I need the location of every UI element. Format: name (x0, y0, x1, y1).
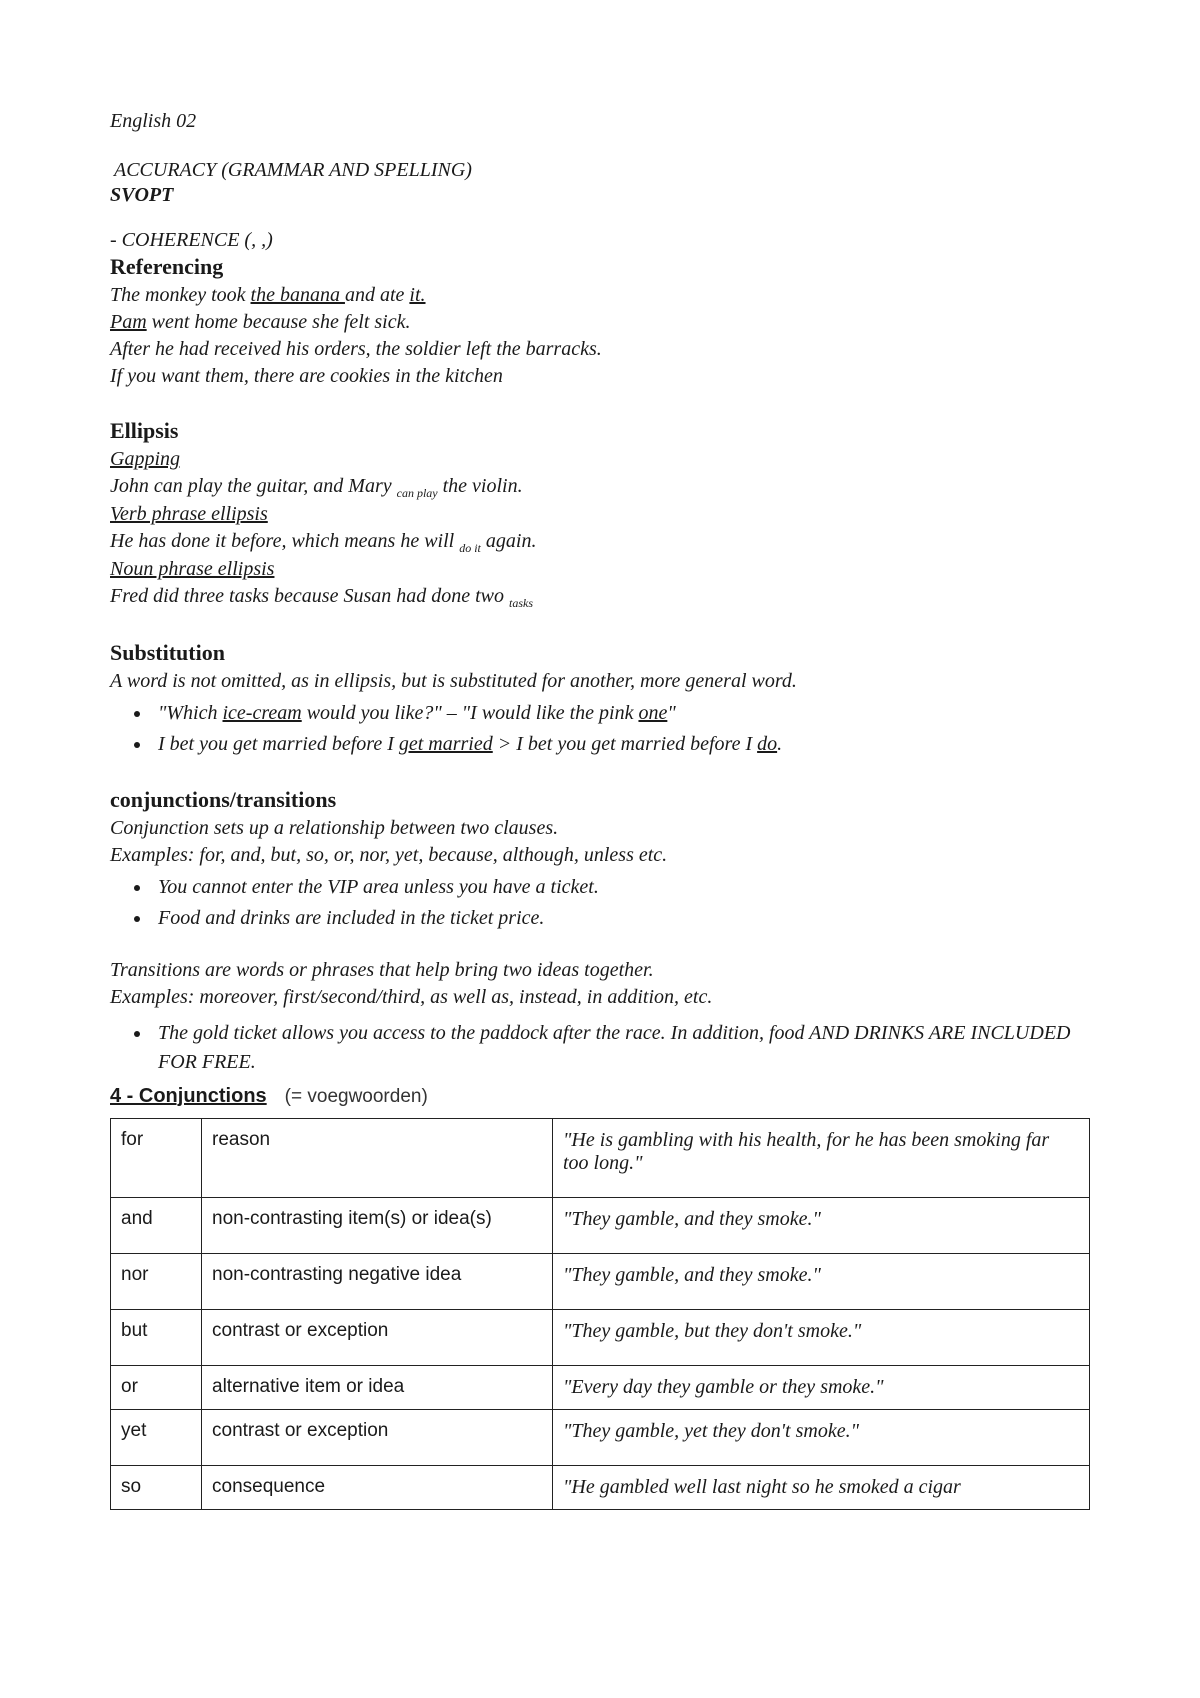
text-underline: the banana (251, 284, 345, 306)
cell-conj: and (111, 1197, 202, 1253)
text-underline: one (638, 702, 667, 724)
table-row: and non-contrasting item(s) or idea(s) "… (111, 1197, 1090, 1253)
text: He has done it before, which means he wi… (110, 530, 459, 552)
cell-conj: nor (111, 1253, 202, 1309)
cell-desc: non-contrasting negative idea (202, 1253, 553, 1309)
conj-p4: Examples: moreover, first/second/third, … (110, 984, 1090, 1011)
conj-p1: Conjunction sets up a relationship betwe… (110, 815, 1090, 842)
text-underline: do (757, 733, 777, 755)
text: . (777, 733, 782, 755)
conj-p3: Transitions are words or phrases that he… (110, 957, 1090, 984)
cell-conj: yet (111, 1409, 202, 1465)
text: and ate (345, 284, 409, 306)
cell-example: "They gamble, yet they don't smoke." (553, 1409, 1090, 1465)
cell-example: "They gamble, but they don't smoke." (553, 1309, 1090, 1365)
conjunctions-table: for reason "He is gambling with his heal… (110, 1118, 1090, 1510)
cell-conj: for (111, 1118, 202, 1197)
text-underline: get married (399, 733, 493, 755)
ellipsis-gapping-ex: John can play the guitar, and Mary can p… (110, 473, 1090, 501)
cell-conj: but (111, 1309, 202, 1365)
section-referencing: Referencing (110, 254, 1090, 280)
cell-example: "He is gambling with his health, for he … (553, 1118, 1090, 1197)
table-row: so consequence "He gambled well last nig… (111, 1465, 1090, 1509)
text-underline: Gapping (110, 448, 180, 470)
table-row: but contrast or exception "They gamble, … (111, 1309, 1090, 1365)
ref-ex-2: Pam went home because she felt sick. (110, 309, 1090, 336)
list-item: Food and drinks are included in the tick… (152, 904, 1090, 933)
subscript: tasks (509, 596, 533, 610)
svopt-line: SVOPT (110, 184, 1090, 207)
text: The gold ticket allows you access to the… (158, 1022, 1070, 1073)
cell-desc: contrast or exception (202, 1409, 553, 1465)
text: John can play the guitar, and Mary (110, 475, 397, 497)
text: I bet you get married before I (158, 733, 399, 755)
list-item: I bet you get married before I get marri… (152, 730, 1090, 759)
table-row: for reason "He is gambling with his heal… (111, 1118, 1090, 1197)
cell-desc: reason (202, 1118, 553, 1197)
list-item: You cannot enter the VIP area unless you… (152, 873, 1090, 902)
table-title: 4 - Conjunctions (110, 1085, 267, 1107)
ellipsis-npe-ex: Fred did three tasks because Susan had d… (110, 583, 1090, 611)
table-row: nor non-contrasting negative idea "They … (111, 1253, 1090, 1309)
table-subtitle: (= voegwoorden) (285, 1086, 428, 1107)
ellipsis-gapping: Gapping (110, 446, 1090, 473)
section-ellipsis: Ellipsis (110, 418, 1090, 444)
accuracy-line: ACCURACY (GRAMMAR AND SPELLING) (114, 159, 1090, 182)
cell-conj: so (111, 1465, 202, 1509)
cell-desc: consequence (202, 1465, 553, 1509)
text-underline: Verb phrase ellipsis (110, 503, 268, 525)
conj-list-2: The gold ticket allows you access to the… (110, 1019, 1090, 1077)
table-heading: 4 - Conjunctions (= voegwoorden) (110, 1085, 1090, 1108)
text: " (667, 702, 675, 724)
text: would you like?" – "I would like the pin… (302, 702, 639, 724)
conj-list-1: You cannot enter the VIP area unless you… (110, 873, 1090, 933)
text-underline: it. (409, 284, 425, 306)
text: "Which (158, 702, 223, 724)
ellipsis-npe: Noun phrase ellipsis (110, 556, 1090, 583)
ref-ex-3: After he had received his orders, the so… (110, 336, 1090, 363)
table-row: yet contrast or exception "They gamble, … (111, 1409, 1090, 1465)
cell-desc: alternative item or idea (202, 1365, 553, 1409)
cell-desc: contrast or exception (202, 1309, 553, 1365)
list-item: The gold ticket allows you access to the… (152, 1019, 1090, 1077)
text: again. (481, 530, 537, 552)
ref-ex-1: The monkey took the banana and ate it. (110, 282, 1090, 309)
text: went home because she felt sick. (147, 311, 411, 333)
ref-ex-4: If you want them, there are cookies in t… (110, 363, 1090, 390)
text-underline: Noun phrase ellipsis (110, 558, 274, 580)
table-body: for reason "He is gambling with his heal… (111, 1118, 1090, 1509)
text-underline: ice-cream (223, 702, 302, 724)
substitution-list: "Which ice-cream would you like?" – "I w… (110, 699, 1090, 759)
list-item: "Which ice-cream would you like?" – "I w… (152, 699, 1090, 728)
text: > I bet you get married before I (493, 733, 757, 755)
section-substitution: Substitution (110, 640, 1090, 666)
cell-example: "Every day they gamble or they smoke." (553, 1365, 1090, 1409)
document-page: English 02 ACCURACY (GRAMMAR AND SPELLIN… (0, 0, 1200, 1698)
text: The monkey took (110, 284, 251, 306)
cell-example: "They gamble, and they smoke." (553, 1197, 1090, 1253)
text-underline: Pam (110, 311, 147, 333)
ellipsis-vpe: Verb phrase ellipsis (110, 501, 1090, 528)
subscript: do it (459, 541, 481, 555)
substitution-intro: A word is not omitted, as in ellipsis, b… (110, 668, 1090, 695)
coherence-line: - COHERENCE (, ,) (110, 229, 1090, 252)
text: the violin. (438, 475, 523, 497)
cell-conj: or (111, 1365, 202, 1409)
course-header: English 02 (110, 110, 1090, 133)
cell-example: "They gamble, and they smoke." (553, 1253, 1090, 1309)
ellipsis-vpe-ex: He has done it before, which means he wi… (110, 528, 1090, 556)
conj-p2: Examples: for, and, but, so, or, nor, ye… (110, 842, 1090, 869)
section-conjunctions: conjunctions/transitions (110, 787, 1090, 813)
text: Fred did three tasks because Susan had d… (110, 585, 509, 607)
subscript: can play (397, 486, 438, 500)
cell-example: "He gambled well last night so he smoked… (553, 1465, 1090, 1509)
cell-desc: non-contrasting item(s) or idea(s) (202, 1197, 553, 1253)
table-row: or alternative item or idea "Every day t… (111, 1365, 1090, 1409)
